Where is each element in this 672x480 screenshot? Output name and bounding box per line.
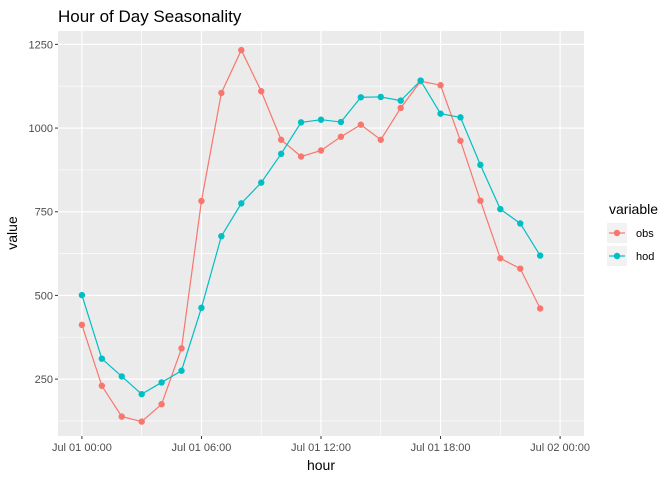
x-tick-label: Jul 01 18:00 — [411, 442, 471, 454]
data-point-hod — [118, 373, 125, 380]
data-point-obs — [118, 413, 125, 420]
y-tick-labels: 250 500 750 1000 1250 — [29, 39, 58, 386]
data-point-obs — [258, 88, 265, 95]
data-point-hod — [297, 119, 305, 126]
data-point-hod — [258, 179, 265, 186]
data-point-hod — [78, 291, 86, 299]
data-point-hod — [198, 304, 205, 312]
data-point-obs — [517, 265, 524, 272]
x-tick-label: Jul 01 06:00 — [171, 442, 231, 454]
data-point-hod — [417, 77, 424, 84]
y-tick-label: 750 — [35, 207, 53, 219]
data-point-obs — [78, 321, 86, 329]
data-point-hod — [477, 161, 484, 169]
legend-label-obs: obs — [636, 228, 654, 240]
data-point-obs — [297, 153, 305, 160]
data-point-hod — [98, 355, 106, 362]
series-line-obs — [81, 48, 541, 423]
legend: variable obs hod — [607, 201, 658, 266]
x-tick-label: Jul 02 00:00 — [530, 442, 590, 454]
legend-point-hod — [613, 252, 621, 260]
data-point-obs — [317, 147, 325, 154]
data-point-hod — [138, 390, 145, 398]
series-layer — [78, 46, 544, 425]
data-point-obs — [397, 104, 404, 112]
y-tick-label: 250 — [35, 374, 53, 386]
data-point-obs — [357, 121, 365, 128]
data-point-obs — [437, 82, 444, 89]
data-point-hod — [397, 97, 404, 104]
data-point-obs — [277, 136, 285, 143]
data-point-hod — [357, 94, 365, 101]
x-tick-label: Jul 01 00:00 — [52, 442, 112, 454]
data-point-hod — [317, 116, 325, 123]
data-point-hod — [238, 200, 245, 207]
legend-label-hod: hod — [636, 251, 654, 263]
x-tick-label: Jul 01 12:00 — [291, 442, 351, 454]
data-point-obs — [218, 89, 225, 97]
data-point-hod — [178, 367, 185, 374]
data-point-hod — [337, 118, 345, 126]
data-point-obs — [198, 197, 205, 205]
data-point-hod — [158, 379, 165, 386]
data-point-obs — [158, 401, 165, 408]
data-point-obs — [98, 382, 106, 389]
legend-title: variable — [609, 201, 658, 217]
x-tick-labels: Jul 01 00:00 Jul 01 06:00 Jul 01 12:00 Jul … — [52, 436, 590, 454]
y-axis-label: value — [4, 216, 20, 250]
legend-point-obs — [613, 229, 621, 237]
x-axis-label: hour — [307, 457, 335, 473]
data-point-obs — [536, 305, 544, 312]
chart-title: Hour of Day Seasonality — [58, 7, 242, 26]
data-point-hod — [277, 150, 285, 158]
data-point-hod — [457, 114, 464, 121]
series-line-hod — [81, 79, 541, 395]
data-point-hod — [218, 232, 225, 240]
data-point-obs — [178, 345, 185, 352]
data-point-obs — [457, 137, 464, 144]
data-point-obs — [337, 133, 345, 140]
y-tick-label: 500 — [35, 290, 53, 302]
gridlines — [58, 31, 584, 436]
data-point-obs — [497, 255, 504, 262]
data-point-obs — [477, 197, 484, 204]
data-point-obs — [138, 418, 145, 425]
data-point-hod — [517, 220, 524, 227]
data-point-hod — [437, 110, 444, 117]
data-point-hod — [536, 252, 544, 259]
data-point-hod — [377, 93, 384, 101]
y-tick-label: 1250 — [29, 39, 53, 51]
data-point-obs — [377, 136, 384, 143]
y-tick-label: 1000 — [29, 123, 53, 135]
data-point-hod — [497, 205, 504, 213]
data-point-obs — [238, 46, 245, 54]
